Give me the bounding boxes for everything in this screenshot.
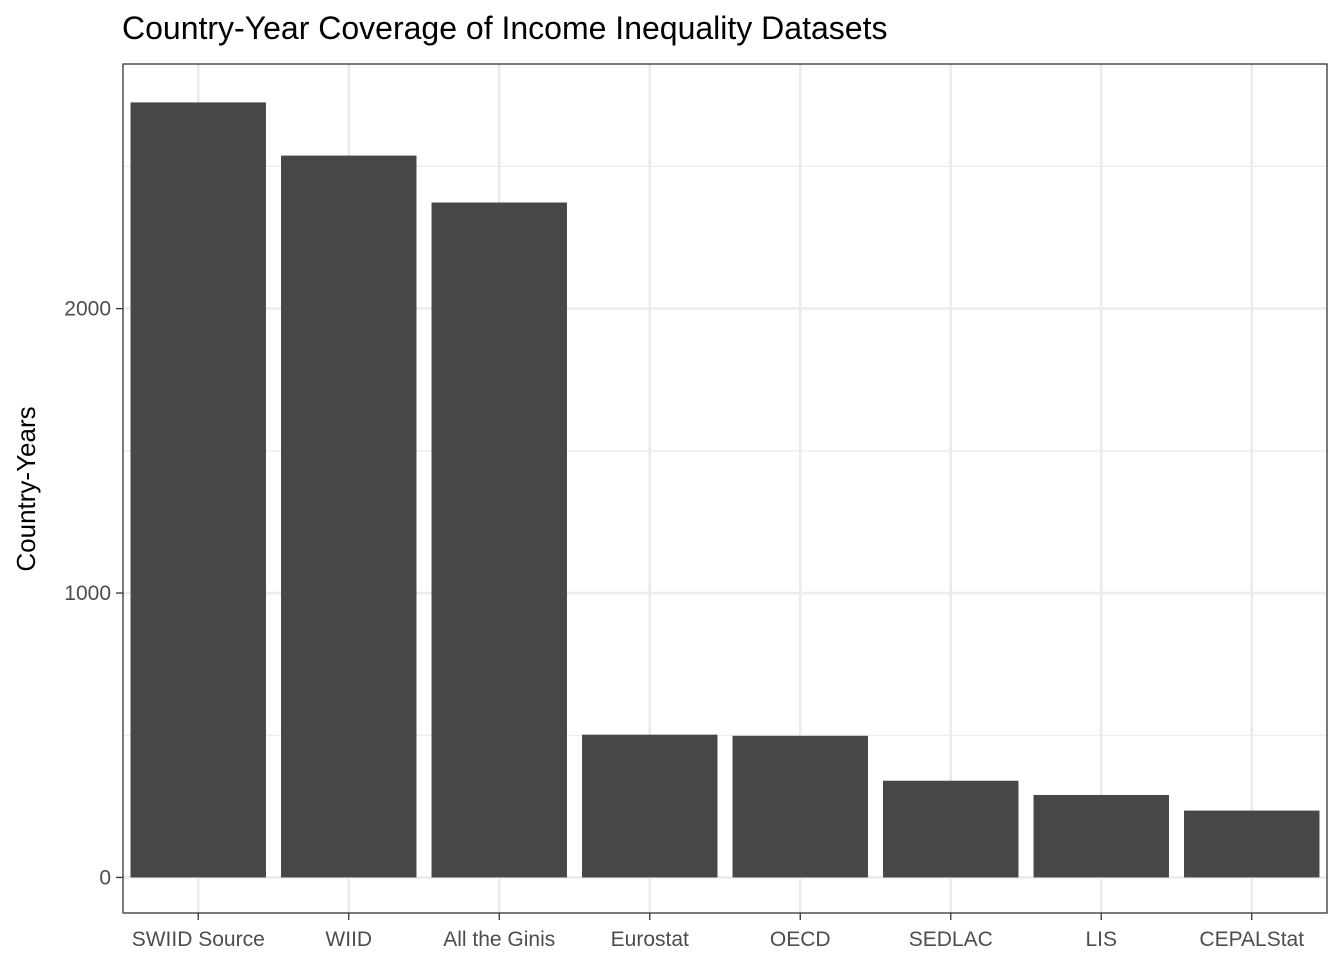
bar <box>431 202 567 878</box>
y-axis-label: Country-Years <box>11 406 41 571</box>
bar <box>732 735 868 878</box>
x-tick-label: CEPALStat <box>1199 928 1304 951</box>
bar <box>883 780 1019 878</box>
bar <box>1033 794 1169 878</box>
x-tick-label: All the Ginis <box>443 928 555 951</box>
y-tick-label: 2000 <box>64 298 111 321</box>
panel-border <box>122 63 1328 914</box>
y-axis: 0 1000 2000 <box>64 298 123 889</box>
x-tick-label: Eurostat <box>611 928 689 951</box>
x-tick-label: LIS <box>1085 928 1117 951</box>
x-tick-label: WIID <box>325 928 372 951</box>
y-tick-label: 1000 <box>64 582 111 605</box>
bar <box>130 102 266 878</box>
x-tick-label: SEDLAC <box>909 928 993 951</box>
x-tick-label: SWIID Source <box>132 928 265 951</box>
bars <box>130 102 1320 878</box>
x-tick-label: OECD <box>770 928 831 951</box>
x-axis: SWIID Source WIID All the Ginis Eurostat OEC… <box>132 913 1304 951</box>
bar <box>281 155 417 878</box>
chart-title: Country-Year Coverage of Income Inequali… <box>122 10 887 46</box>
y-tick-label: 0 <box>99 866 111 889</box>
bar <box>582 734 718 878</box>
bar <box>1184 810 1320 878</box>
